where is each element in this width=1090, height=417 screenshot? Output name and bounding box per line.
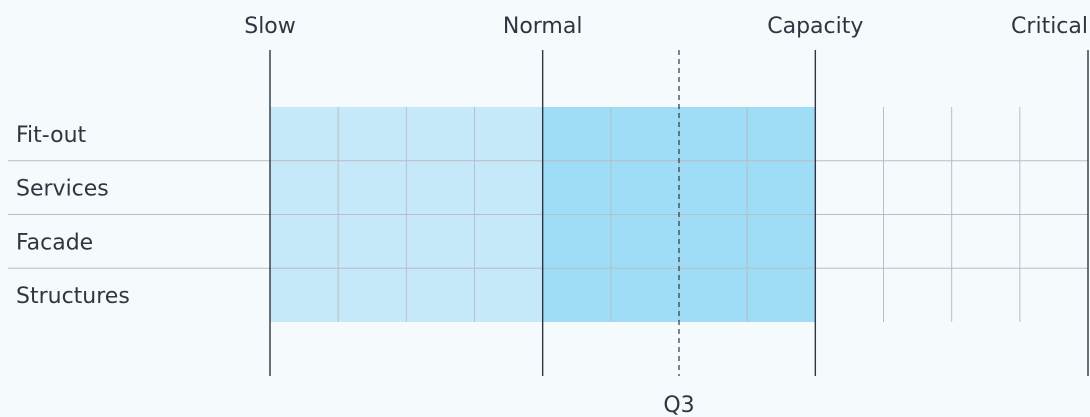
row-label-structures: Structures [16,284,130,309]
zone-label-normal: Normal [503,14,583,39]
row-label-facade: Facade [16,230,93,255]
zone-label-critical: Critical [1011,14,1088,39]
row-label-services: Services [16,177,109,202]
zone-label-capacity: Capacity [767,14,863,39]
marker-label: Q3 [663,393,694,417]
zone-label-slow: Slow [244,14,296,39]
row-label-fit-out: Fit-out [16,123,87,148]
